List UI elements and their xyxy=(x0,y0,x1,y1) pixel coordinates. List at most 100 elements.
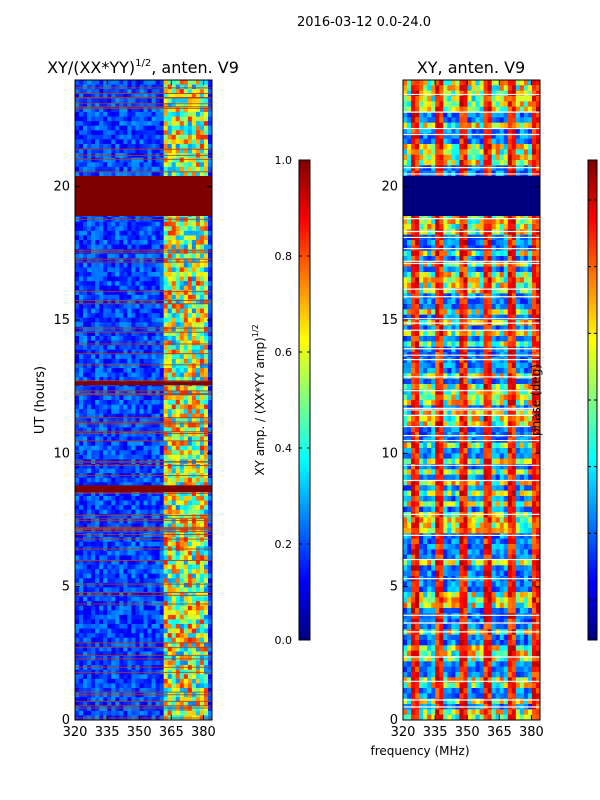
heatmap-cell xyxy=(107,505,111,510)
heatmap-cell xyxy=(200,450,204,455)
amplitude-x-tick-label: 335 xyxy=(95,725,120,740)
heatmap-cell xyxy=(200,569,204,574)
heatmap-cell xyxy=(91,478,95,483)
heatmap-cell xyxy=(196,679,200,684)
heatmap-cell xyxy=(107,286,111,291)
heatmap-cell xyxy=(115,432,119,437)
heatmap-cell xyxy=(95,240,99,245)
heatmap-cell xyxy=(176,597,180,602)
heatmap-cell xyxy=(156,144,160,149)
heatmap-cell xyxy=(160,510,164,515)
heatmap-cell xyxy=(139,661,143,666)
heatmap-cell xyxy=(156,418,160,423)
heatmap-cell xyxy=(204,638,208,643)
heatmap-cell xyxy=(131,313,135,318)
heatmap-cell xyxy=(200,235,204,240)
heatmap-cell xyxy=(135,135,139,140)
heatmap-cell xyxy=(152,318,156,323)
heatmap-cell xyxy=(180,711,184,716)
heatmap-cell xyxy=(204,683,208,688)
heatmap-cell xyxy=(164,304,168,309)
heatmap-cell xyxy=(111,85,115,90)
heatmap-cell xyxy=(172,222,176,227)
heatmap-cell xyxy=(200,578,204,583)
heatmap-cell xyxy=(123,304,127,309)
heatmap-cell xyxy=(99,158,103,163)
heatmap-cell xyxy=(115,144,119,149)
heatmap-cell xyxy=(184,286,188,291)
heatmap-cell xyxy=(131,373,135,378)
heatmap-cell xyxy=(75,469,79,474)
heatmap-cell xyxy=(95,711,99,716)
title-exponent: 1/2 xyxy=(135,58,151,69)
heatmap-cell xyxy=(435,91,439,97)
heatmap-cell xyxy=(127,144,131,149)
heatmap-cell xyxy=(127,130,131,135)
heatmap-cell xyxy=(196,638,200,643)
heatmap-cell xyxy=(111,629,115,634)
heatmap-cell xyxy=(111,235,115,240)
heatmap-cell xyxy=(83,313,87,318)
heatmap-cell xyxy=(127,363,131,368)
heatmap-cell xyxy=(144,359,148,364)
heatmap-cell xyxy=(79,363,83,368)
flagged-band xyxy=(75,381,212,385)
heatmap-cell xyxy=(107,537,111,542)
heatmap-cell xyxy=(111,555,115,560)
heatmap-cell xyxy=(156,519,160,524)
heatmap-cell xyxy=(152,139,156,144)
heatmap-cell xyxy=(184,633,188,638)
heatmap-cell xyxy=(188,222,192,227)
heatmap-cell xyxy=(196,395,200,400)
heatmap-cell xyxy=(119,537,123,542)
heatmap-cell xyxy=(204,304,208,309)
heatmap-cell xyxy=(127,112,131,117)
heatmap-cell xyxy=(188,583,192,588)
heatmap-cell xyxy=(168,254,172,259)
heatmap-cell xyxy=(180,706,184,711)
heatmap-cell xyxy=(107,144,111,149)
heatmap-cell xyxy=(75,162,79,167)
heatmap-cell xyxy=(119,455,123,460)
heatmap-cell xyxy=(180,135,184,140)
heatmap-cell xyxy=(99,85,103,90)
heatmap-cell xyxy=(139,158,143,163)
heatmap-cell xyxy=(123,318,127,323)
heatmap-cell xyxy=(144,610,148,615)
heatmap-cell xyxy=(144,341,148,346)
heatmap-cell xyxy=(160,117,164,122)
heatmap-cell xyxy=(131,267,135,272)
heatmap-cell xyxy=(87,555,91,560)
heatmap-cell xyxy=(91,510,95,515)
heatmap-cell xyxy=(196,345,200,350)
heatmap-cell xyxy=(83,162,87,167)
heatmap-cell xyxy=(168,565,172,570)
heatmap-cell xyxy=(152,286,156,291)
heatmap-cell xyxy=(75,395,79,400)
heatmap-cell xyxy=(411,91,415,97)
heatmap-cell xyxy=(180,272,184,277)
heatmap-cell xyxy=(152,309,156,314)
heatmap-cell xyxy=(83,363,87,368)
heatmap-cell xyxy=(79,533,83,538)
heatmap-cell xyxy=(103,226,107,231)
heatmap-cell xyxy=(192,629,196,634)
heatmap-cell xyxy=(152,533,156,538)
heatmap-cell xyxy=(107,395,111,400)
heatmap-cell xyxy=(172,565,176,570)
heatmap-cell xyxy=(172,98,176,103)
heatmap-cell xyxy=(87,240,91,245)
heatmap-cell xyxy=(200,286,204,291)
heatmap-cell xyxy=(87,629,91,634)
heatmap-cell xyxy=(123,533,127,538)
heatmap-cell xyxy=(127,441,131,446)
heatmap-cell xyxy=(103,318,107,323)
heatmap-cell xyxy=(192,633,196,638)
heatmap-cell xyxy=(184,555,188,560)
heatmap-cell xyxy=(123,501,127,506)
heatmap-cell xyxy=(204,633,208,638)
heatmap-cell xyxy=(152,450,156,455)
heatmap-cell xyxy=(176,565,180,570)
heatmap-cell xyxy=(139,354,143,359)
heatmap-cell xyxy=(188,139,192,144)
